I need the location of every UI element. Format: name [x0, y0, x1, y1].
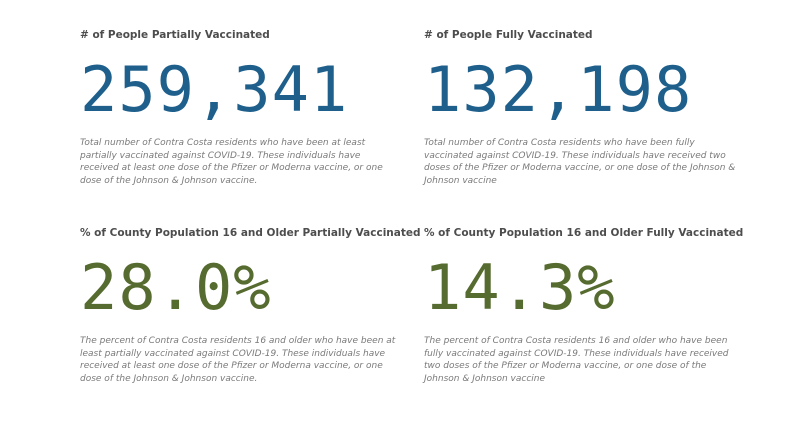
kpi-title: % of County Population 16 and Older Full… [424, 227, 744, 239]
kpi-value: 132,198 [424, 53, 693, 126]
kpi-percent-fully-vaccinated: % of County Population 16 and Older Full… [424, 227, 744, 394]
kpi-description: Total number of Contra Costa residents w… [80, 138, 383, 186]
next-section-title-cutoff [80, 421, 240, 427]
kpi-value: 28.0% [80, 251, 272, 324]
kpi-people-fully-vaccinated: # of People Fully Vaccinated 132,198 Tot… [424, 29, 744, 196]
kpi-description: The percent of Contra Costa residents 16… [424, 336, 729, 384]
kpi-value: 14.3% [424, 251, 616, 324]
kpi-percent-partially-vaccinated: % of County Population 16 and Older Part… [80, 227, 421, 394]
kpi-description: Total number of Contra Costa residents w… [424, 138, 736, 186]
kpi-title: % of County Population 16 and Older Part… [80, 227, 421, 239]
kpi-description: The percent of Contra Costa residents 16… [80, 336, 396, 384]
kpi-value: 259,341 [80, 53, 349, 126]
kpi-title: # of People Fully Vaccinated [424, 29, 593, 41]
kpi-people-partially-vaccinated: # of People Partially Vaccinated 259,341… [80, 29, 400, 196]
kpi-title: # of People Partially Vaccinated [80, 29, 270, 41]
